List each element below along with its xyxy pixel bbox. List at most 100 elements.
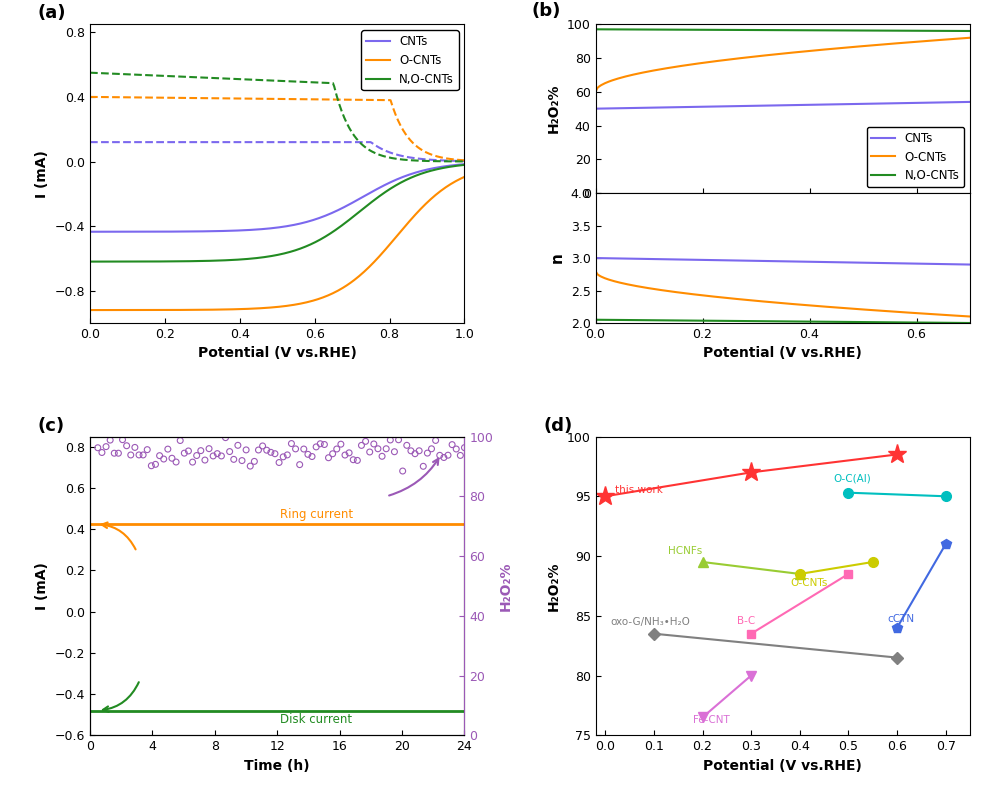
Point — [180, 444, 196, 457]
Point — [250, 444, 266, 457]
Point — [197, 453, 213, 466]
Text: O-CNTs: O-CNTs — [790, 578, 827, 588]
Point — [246, 455, 262, 468]
Point — [345, 453, 361, 466]
Y-axis label: H₂O₂%: H₂O₂% — [499, 561, 513, 611]
Point — [312, 437, 328, 450]
Point — [259, 444, 275, 457]
Text: B-C: B-C — [737, 617, 755, 626]
Point — [448, 443, 464, 456]
Text: Ring current: Ring current — [280, 508, 353, 521]
Text: oxo-G/NH₃•H₂O: oxo-G/NH₃•H₂O — [610, 617, 690, 627]
Point — [127, 441, 143, 454]
Point — [419, 447, 435, 460]
Point — [152, 449, 168, 462]
Point — [222, 445, 238, 458]
Text: O-C(Al): O-C(Al) — [834, 474, 872, 484]
X-axis label: Potential (V vs.RHE): Potential (V vs.RHE) — [703, 347, 862, 360]
Y-axis label: H₂O₂%: H₂O₂% — [547, 84, 561, 133]
Point — [230, 439, 246, 452]
Point — [185, 456, 201, 469]
Point — [316, 438, 332, 451]
Point — [329, 443, 345, 456]
X-axis label: Potential (V vs.RHE): Potential (V vs.RHE) — [198, 347, 357, 360]
Point — [370, 442, 386, 455]
X-axis label: Potential (V vs.RHE): Potential (V vs.RHE) — [703, 759, 862, 772]
Point — [98, 440, 114, 453]
Point — [325, 448, 341, 461]
Point — [176, 447, 192, 460]
Text: (c): (c) — [38, 417, 65, 435]
Text: (b): (b) — [532, 2, 561, 20]
Text: Disk current: Disk current — [280, 713, 352, 726]
Point — [267, 448, 283, 461]
Point — [321, 451, 337, 464]
Point — [452, 449, 468, 462]
Point — [123, 448, 139, 461]
Point — [403, 444, 419, 457]
Point — [164, 452, 180, 465]
Text: (a): (a) — [38, 4, 66, 23]
Point — [395, 465, 411, 478]
Text: (d): (d) — [543, 417, 572, 435]
Point — [296, 443, 312, 456]
Point — [304, 450, 320, 463]
Point — [209, 447, 225, 460]
Point — [160, 443, 176, 456]
Point — [456, 441, 472, 454]
Point — [288, 443, 304, 456]
Point — [90, 441, 106, 454]
Point — [131, 448, 147, 461]
Point — [432, 449, 448, 462]
Point — [143, 459, 159, 472]
Point — [292, 458, 308, 471]
Point — [374, 450, 390, 463]
Point — [255, 440, 271, 452]
Point — [378, 442, 394, 455]
X-axis label: Time (h): Time (h) — [244, 759, 310, 772]
Point — [391, 433, 407, 446]
Point — [337, 448, 353, 461]
Point — [115, 433, 131, 446]
Point — [275, 450, 291, 463]
Y-axis label: I (mA): I (mA) — [35, 149, 49, 197]
Point — [263, 446, 279, 459]
Point — [168, 456, 184, 469]
Point — [366, 437, 382, 450]
Point — [189, 449, 205, 462]
Point — [362, 445, 378, 458]
Point — [119, 440, 135, 452]
Point — [139, 444, 155, 457]
Point — [444, 438, 460, 451]
Point — [102, 434, 118, 447]
Point — [106, 447, 122, 460]
Point — [411, 444, 427, 457]
Text: Fe-CNT: Fe-CNT — [693, 715, 730, 726]
Point — [353, 439, 369, 452]
Point — [172, 434, 188, 447]
Point — [415, 460, 431, 473]
Point — [407, 448, 423, 461]
Point — [386, 445, 402, 458]
Point — [110, 447, 126, 460]
Point — [238, 444, 254, 457]
Point — [283, 437, 299, 450]
Point — [300, 448, 316, 461]
Point — [428, 434, 444, 447]
Point — [242, 460, 258, 473]
Point — [94, 446, 110, 459]
Text: HCNFs: HCNFs — [668, 545, 703, 556]
Point — [205, 449, 221, 462]
Point — [358, 435, 374, 448]
Y-axis label: H₂O₂%: H₂O₂% — [547, 561, 561, 611]
Legend: CNTs, O-CNTs, N,O-CNTs: CNTs, O-CNTs, N,O-CNTs — [867, 127, 964, 187]
Point — [308, 440, 324, 453]
Point — [341, 446, 357, 459]
Point — [201, 442, 217, 455]
Y-axis label: I (mA): I (mA) — [35, 562, 49, 610]
Legend: CNTs, O-CNTs, N,O-CNTs: CNTs, O-CNTs, N,O-CNTs — [361, 30, 459, 90]
Point — [424, 442, 440, 455]
Point — [436, 451, 452, 464]
Point — [234, 454, 250, 467]
Text: this work: this work — [615, 485, 663, 494]
